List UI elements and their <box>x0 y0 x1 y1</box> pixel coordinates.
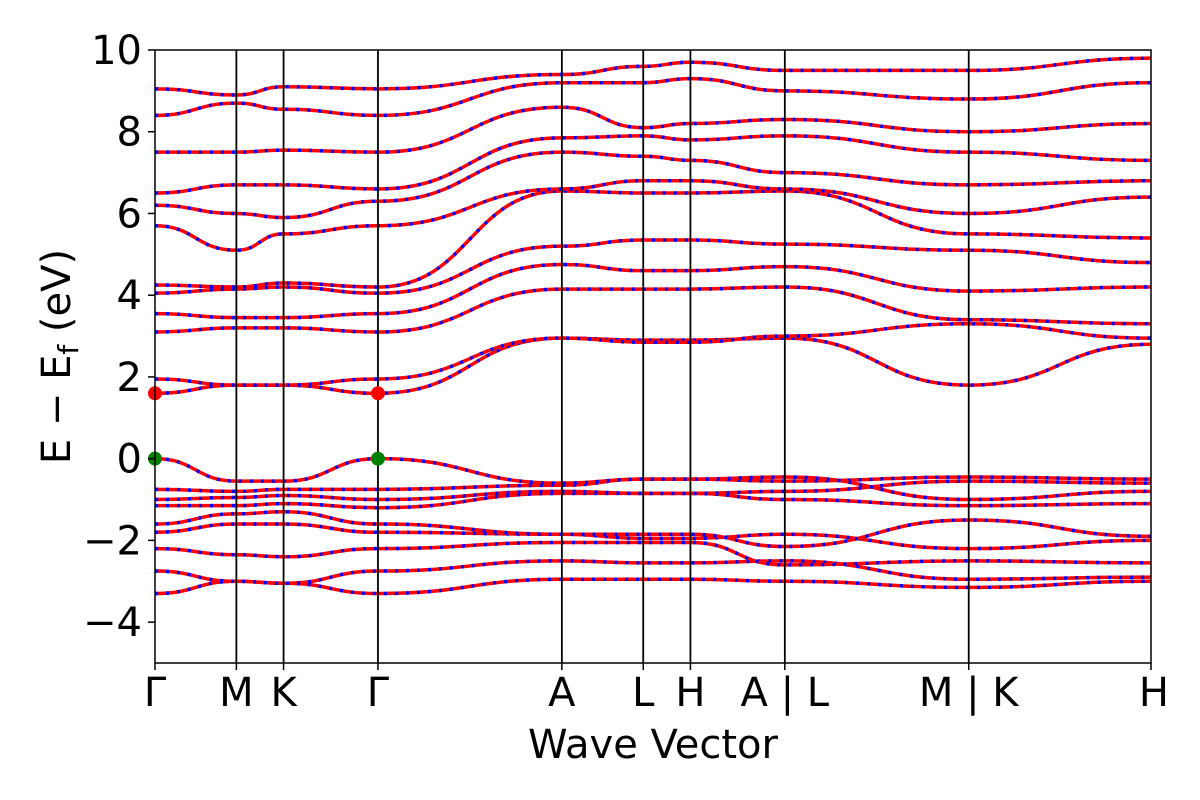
band-spin-up-18 <box>155 105 1151 154</box>
x-tick-label-3: Γ <box>367 670 390 716</box>
y-tick-label-2: 0 <box>117 437 142 483</box>
x-tick-label-5: L <box>632 670 655 716</box>
band-spin-down-1 <box>155 559 1151 586</box>
band-spin-down-15 <box>155 179 1151 252</box>
y-axis-title: E − Ef (eV) <box>34 249 85 464</box>
band-spin-down-8 <box>155 456 1151 502</box>
x-tick-label-9: H <box>1139 670 1169 716</box>
band-spin-up-2 <box>155 540 1151 567</box>
band-spin-up-10 <box>155 322 1151 387</box>
band-spin-down-11 <box>155 285 1151 334</box>
kpoint-lines <box>235 50 970 663</box>
plot-frame <box>154 49 1152 664</box>
band-spin-down-10 <box>155 322 1151 387</box>
band-spin-down-18 <box>155 105 1151 154</box>
band-spin-down-20 <box>155 56 1151 97</box>
band-spin-down-4 <box>155 510 1151 549</box>
y-axis-title-sub: f <box>52 344 85 355</box>
y-axis: −4 −2 0 2 4 6 8 10 <box>83 28 155 646</box>
y-tick-label-0: −4 <box>83 600 142 646</box>
y-tick-label-6: 8 <box>117 110 142 156</box>
cbm-marker-1 <box>370 386 385 401</box>
x-axis-title: Wave Vector <box>528 722 779 768</box>
band-spin-up-19 <box>155 76 1151 118</box>
band-spin-down-5 <box>155 491 1151 510</box>
x-tick-label-6: H <box>675 670 705 716</box>
band-spin-down-14 <box>155 189 1151 289</box>
bands-layer <box>155 56 1151 596</box>
y-tick-label-4: 4 <box>117 273 142 319</box>
band-spin-up-13 <box>155 238 1151 295</box>
band-edge-markers <box>148 386 385 466</box>
vbm-marker-1 <box>370 451 385 466</box>
y-axis-title-tail: (eV) <box>34 249 80 345</box>
band-spin-down-19 <box>155 76 1151 118</box>
x-tick-label-8: M | K <box>919 670 1020 716</box>
x-tick-label-4: A <box>548 670 576 716</box>
x-tick-label-1: M <box>219 670 254 716</box>
x-tick-label-7: A | L <box>741 670 830 716</box>
x-tick-label-2: K <box>270 670 298 716</box>
band-spin-down-13 <box>155 238 1151 295</box>
band-spin-up-6 <box>155 479 1151 502</box>
band-spin-down-17 <box>155 134 1151 195</box>
y-axis-title-main: E − E <box>34 355 80 465</box>
y-tick-label-7: 10 <box>91 28 142 74</box>
band-spin-up-3 <box>155 522 1151 551</box>
y-tick-label-1: −2 <box>83 518 142 564</box>
band-spin-down-16 <box>155 150 1151 220</box>
y-tick-label-5: 6 <box>117 191 142 237</box>
x-tick-label-0: Γ <box>144 670 167 716</box>
band-spin-down-12 <box>155 262 1151 320</box>
band-spin-down-3 <box>155 522 1151 551</box>
y-tick-label-3: 2 <box>117 355 142 401</box>
band-spin-up-20 <box>155 56 1151 97</box>
